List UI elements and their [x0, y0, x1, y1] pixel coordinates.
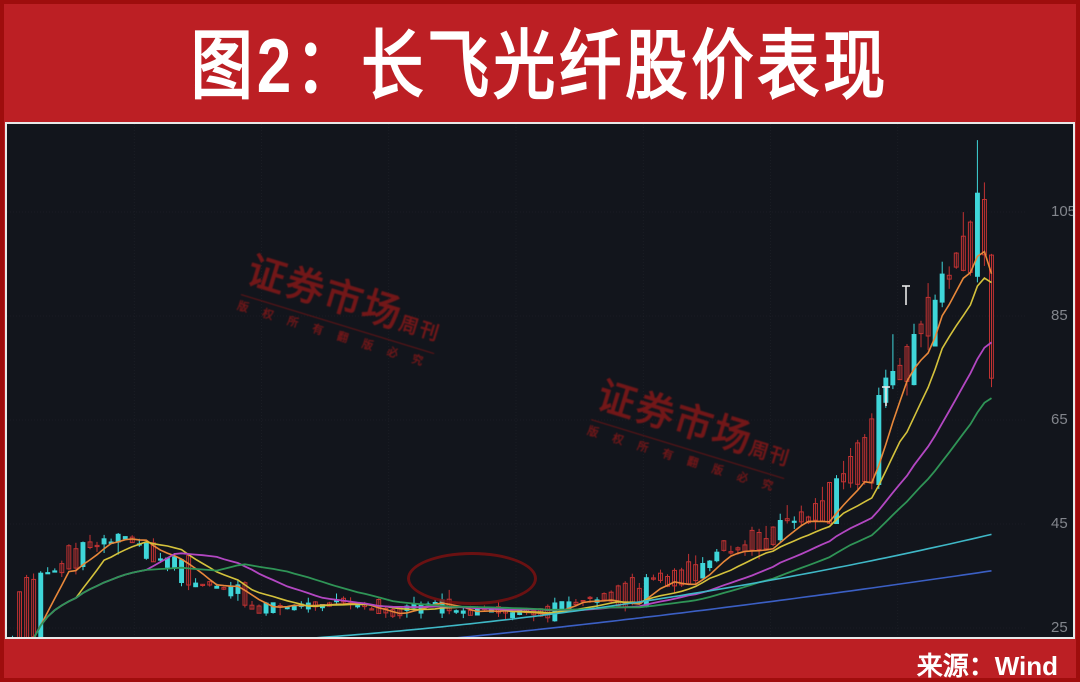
svg-text:105: 105	[1051, 203, 1073, 220]
svg-text:25: 25	[1051, 619, 1068, 636]
svg-text:65: 65	[1051, 411, 1068, 428]
svg-text:45: 45	[1051, 515, 1068, 532]
svg-text:85: 85	[1051, 307, 1068, 324]
